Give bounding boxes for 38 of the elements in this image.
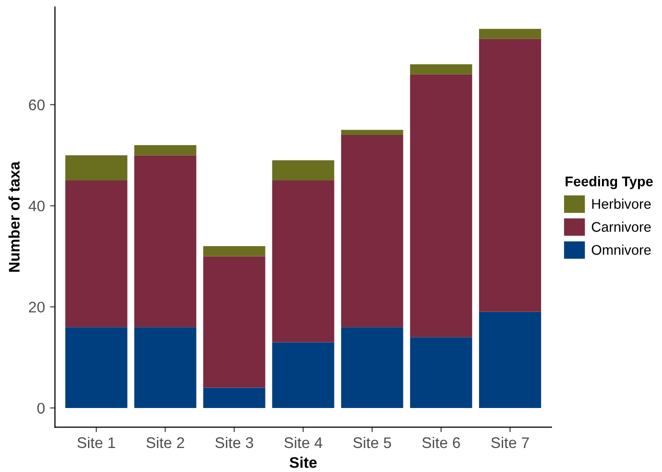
x-tick-label: Site 4 <box>284 436 322 448</box>
bar <box>134 145 196 156</box>
bar <box>479 38 542 312</box>
x-tick-label: Site 1 <box>77 436 116 448</box>
bar <box>203 388 266 408</box>
legend-label: Herbivore <box>592 198 651 209</box>
bar <box>341 130 404 135</box>
bar <box>479 28 542 39</box>
y-tick-label: 0 <box>37 402 45 414</box>
bar <box>410 337 472 408</box>
bar <box>479 312 542 408</box>
bar <box>134 155 196 328</box>
bar <box>65 180 128 328</box>
x-tick-label: Site 7 <box>491 436 529 448</box>
x-tick-label: Site 2 <box>146 436 184 448</box>
bar <box>272 342 334 408</box>
bar <box>203 256 266 388</box>
bar <box>272 160 334 180</box>
bar <box>272 180 334 342</box>
y-tick-label: 40 <box>28 200 45 212</box>
x-axis-title: Site <box>290 456 317 468</box>
bar <box>410 74 472 338</box>
x-tick-label: Site 6 <box>422 436 460 448</box>
bar <box>410 64 472 74</box>
bar <box>203 246 266 256</box>
bar <box>341 134 404 328</box>
bar <box>341 327 404 408</box>
bar <box>65 327 128 408</box>
x-tick-label: Site 3 <box>215 436 254 448</box>
legend-title: Feeding Type <box>566 176 653 190</box>
x-tick-label: Site 5 <box>353 436 392 448</box>
bar <box>134 327 196 408</box>
y-tick-label: 20 <box>29 302 45 313</box>
bar <box>65 155 128 180</box>
y-axis-title: Number of taxa <box>8 161 20 272</box>
y-tick-label: 60 <box>29 100 45 110</box>
legend-label: Omnivore <box>592 244 651 255</box>
legend-label: Carnivore <box>592 222 651 232</box>
